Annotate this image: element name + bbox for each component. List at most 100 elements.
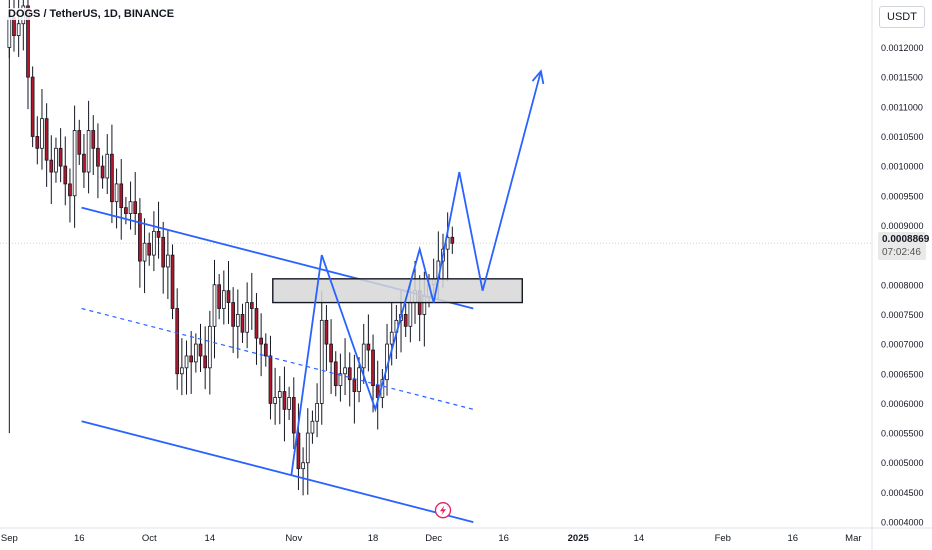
candle-body xyxy=(235,314,240,327)
candle-body xyxy=(26,5,30,78)
candle-body xyxy=(82,153,86,173)
candle-body xyxy=(40,118,44,149)
candle-body xyxy=(310,420,315,434)
time-tick-label: 14 xyxy=(634,533,645,544)
candle-body xyxy=(324,319,329,345)
candle-body xyxy=(254,308,259,339)
candle-body xyxy=(287,397,291,410)
price-tick-label: 0.0011000 xyxy=(881,102,923,112)
candle-body xyxy=(184,355,189,369)
candle-body xyxy=(49,159,54,173)
candle-body xyxy=(296,432,301,470)
candle-body xyxy=(263,343,268,357)
candle-body xyxy=(180,367,184,375)
candle-body xyxy=(7,17,12,48)
candle-body xyxy=(333,361,338,387)
price-tick-label: 0.0010500 xyxy=(881,132,924,142)
price-tick-label: 0.0012000 xyxy=(881,43,924,53)
candle-body xyxy=(221,290,226,309)
projection-arrowhead xyxy=(531,69,545,85)
candle-body xyxy=(268,355,273,404)
candle-body xyxy=(361,343,366,369)
price-tick-label: 0.0005000 xyxy=(881,458,924,468)
candle-body xyxy=(259,337,263,345)
candle-body xyxy=(138,213,142,262)
candle-body xyxy=(133,201,138,214)
candle-body xyxy=(86,130,91,173)
price-tick-label: 0.0009000 xyxy=(881,221,924,231)
candle-body xyxy=(226,290,231,303)
candle-body xyxy=(212,284,217,327)
time-tick-label: 18 xyxy=(368,533,379,544)
candle-body xyxy=(16,23,21,36)
candle-body xyxy=(175,308,180,375)
candle-countdown: 07:02:46 xyxy=(882,247,921,258)
candle-body xyxy=(170,254,175,309)
time-tick-label: 16 xyxy=(498,533,509,544)
candle-body xyxy=(12,17,16,36)
candle-body xyxy=(35,136,40,149)
price-tick-label: 0.0007500 xyxy=(881,310,924,320)
candle-body xyxy=(30,76,35,137)
candle-body xyxy=(110,153,114,203)
candle-body xyxy=(343,367,347,375)
candle-body xyxy=(203,355,208,369)
candle-body xyxy=(301,462,305,470)
candle-body xyxy=(156,230,161,238)
candle-body xyxy=(161,236,166,268)
candle-body xyxy=(240,314,245,333)
time-tick-label: Nov xyxy=(285,533,302,544)
price-tick-label: 0.0006000 xyxy=(881,399,924,409)
candle-body xyxy=(347,367,352,381)
candle-body xyxy=(63,165,68,185)
candle-body xyxy=(231,302,236,327)
candle-body xyxy=(96,147,100,167)
time-tick-label: Feb xyxy=(715,533,731,544)
candle-body xyxy=(245,302,249,333)
projection-path xyxy=(290,70,542,475)
price-tick-label: 0.0008000 xyxy=(881,280,924,290)
candle-body xyxy=(166,254,170,268)
mid-channel-dashed-line xyxy=(81,307,474,410)
candle-body xyxy=(305,432,310,464)
candle-body xyxy=(100,165,105,179)
candle-body xyxy=(44,118,49,161)
symbol-title: DOGS / TetherUS, 1D, BINANCE xyxy=(6,8,177,20)
candle-body xyxy=(124,207,128,214)
candle-body xyxy=(105,153,110,179)
price-tick-label: 0.0006500 xyxy=(881,369,924,379)
price-tick-label: 0.0011500 xyxy=(881,73,923,83)
candle-body xyxy=(198,343,203,357)
candle-body xyxy=(54,147,58,173)
time-tick-label: 16 xyxy=(74,533,85,544)
candle-body xyxy=(68,183,72,197)
price-tick-label: 0.0004000 xyxy=(881,518,924,528)
candle-body xyxy=(403,314,408,327)
candle-body xyxy=(338,373,343,387)
candle-body xyxy=(389,331,394,345)
time-tick-label: Dec xyxy=(425,533,442,544)
candle-body xyxy=(282,391,287,410)
candle-body xyxy=(249,302,254,309)
candle-body xyxy=(189,355,194,363)
candle-body xyxy=(450,236,455,244)
candle-body xyxy=(128,201,133,214)
candle-body xyxy=(217,284,222,309)
candle-body xyxy=(366,343,371,351)
candle-body xyxy=(142,242,147,262)
time-tick-label: 16 xyxy=(787,533,798,544)
candle-body xyxy=(329,343,333,363)
candle-body xyxy=(152,230,156,256)
price-tick-label: 0.0005500 xyxy=(881,429,924,439)
currency-selector[interactable]: USDT xyxy=(879,6,925,28)
candle-body xyxy=(273,397,277,404)
candle-body xyxy=(291,397,296,434)
last-price-value: 0.0008869 xyxy=(882,234,930,245)
candle-body xyxy=(352,379,357,392)
price-tick-label: 0.0004500 xyxy=(881,488,924,498)
price-tick-label: 0.0010000 xyxy=(881,162,924,172)
candle-body xyxy=(114,183,119,203)
candle-body xyxy=(119,183,124,209)
price-tick-label: 0.0007000 xyxy=(881,340,924,350)
